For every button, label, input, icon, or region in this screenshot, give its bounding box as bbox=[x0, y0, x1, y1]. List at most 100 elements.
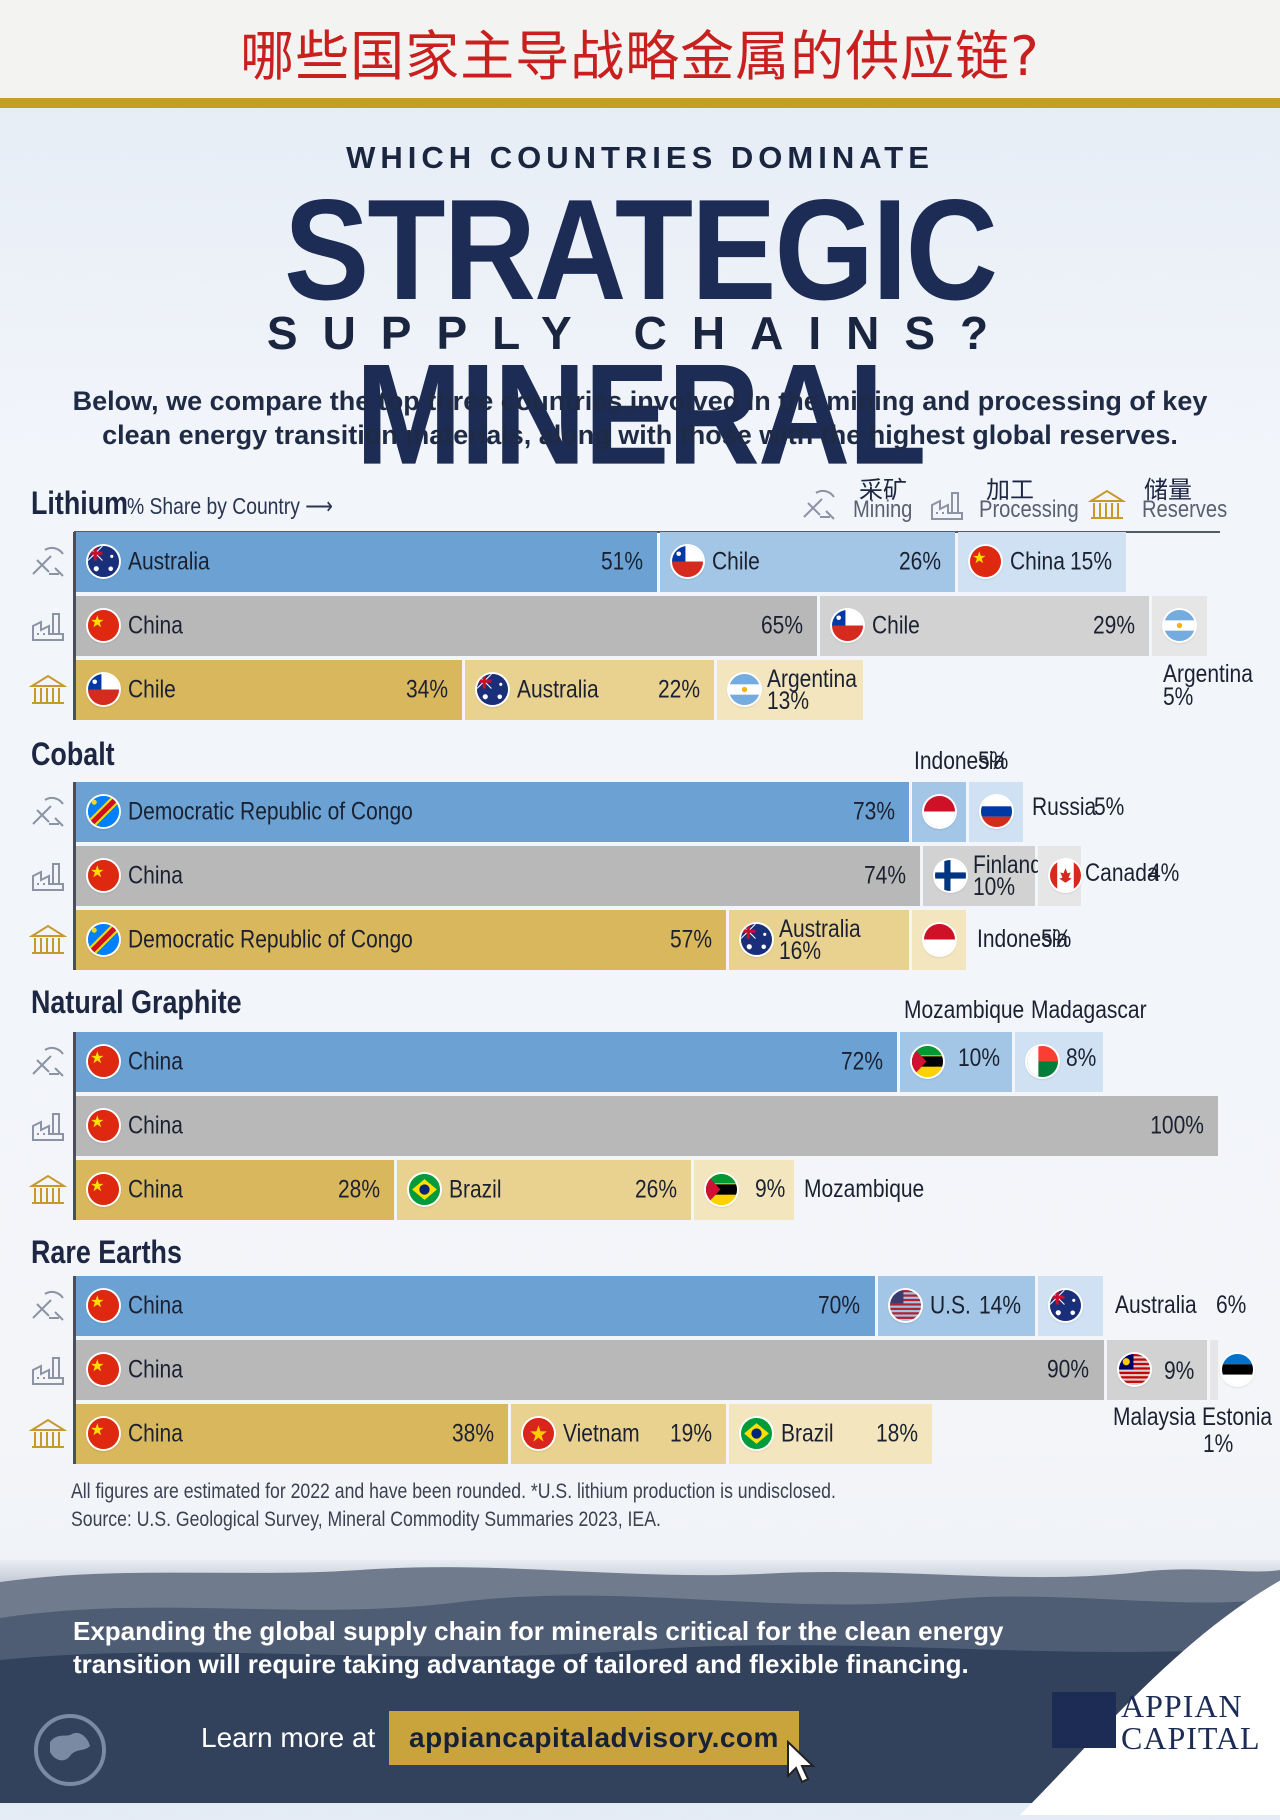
bar-value: 5% bbox=[1041, 925, 1072, 953]
bar-natural-graphite-reserves-brazil: Brazil 26% bbox=[396, 1160, 692, 1220]
bar-label-malaysia: Malaysia bbox=[1113, 1403, 1196, 1431]
bar-value: 5% bbox=[978, 747, 1009, 775]
legend-reserves-zh: 储量 bbox=[1144, 476, 1192, 504]
china-flag-icon bbox=[88, 1046, 119, 1077]
chart-axis-lithium bbox=[73, 532, 76, 720]
bar-label-china: China bbox=[1009, 547, 1065, 576]
bar-value: 72% bbox=[841, 1047, 884, 1076]
bar-value: 14% bbox=[978, 1291, 1021, 1320]
bar-label-brazil: Brazil bbox=[780, 1419, 834, 1448]
brazil-flag-icon bbox=[408, 1174, 440, 1205]
bar-label-mozambique: Mozambique bbox=[804, 1175, 925, 1203]
bar-value: 29% bbox=[1093, 611, 1136, 640]
mozambique-flag-icon bbox=[706, 1174, 738, 1205]
bar-rare-earths-processing-china: China 90% bbox=[76, 1340, 1104, 1400]
reserves-stage-icon bbox=[28, 672, 68, 708]
mineral-title-cobalt: Cobalt bbox=[31, 736, 115, 772]
bar-label-china: China bbox=[128, 1047, 183, 1076]
bar-lithium-mining-australia: Australia 51% bbox=[76, 532, 657, 592]
bar-value: 10% bbox=[958, 1044, 1001, 1072]
bar-cobalt-mining-democratic-republic-of-congo: Democratic Republic of Congo 73% bbox=[76, 782, 909, 842]
mining-stage-icon bbox=[29, 544, 67, 580]
bar-value: 15% bbox=[1070, 547, 1113, 576]
bar-label-australia: Australia bbox=[517, 675, 599, 704]
australia-flag-icon bbox=[88, 546, 119, 577]
bar-value: 9% bbox=[755, 1175, 786, 1203]
chile-flag-icon bbox=[671, 546, 703, 577]
bar-value: 70% bbox=[818, 1291, 861, 1320]
bar-label-estonia: Estonia bbox=[1202, 1403, 1273, 1431]
reserves-stage-icon bbox=[28, 1416, 68, 1452]
reserves-stage-icon bbox=[28, 1172, 68, 1208]
bar-rare-earths-processing-estonia bbox=[1209, 1340, 1218, 1400]
footnote: All figures are estimated for 2022 and h… bbox=[71, 1480, 836, 1503]
bar-label-finland: Finland bbox=[973, 851, 1043, 879]
header-kicker: WHICH COUNTRIES DOMINATE bbox=[346, 140, 934, 175]
bar-label-brazil: Brazil bbox=[448, 1175, 502, 1204]
bar-label-argentina: Argentina bbox=[767, 665, 858, 693]
legend-mining-zh: 采矿 bbox=[859, 476, 907, 504]
bar-label-democratic-republic-of-congo: Democratic Republic of Congo bbox=[128, 925, 413, 954]
processing-stage-icon bbox=[29, 608, 67, 644]
website-link-button[interactable]: appiancapitaladvisory.com bbox=[389, 1711, 799, 1765]
bar-lithium-reserves-australia: Australia 22% bbox=[465, 660, 715, 720]
bar-value: 26% bbox=[635, 1175, 678, 1204]
bar-label-australia: Australia bbox=[1115, 1291, 1197, 1319]
bar-label-china: China bbox=[128, 1291, 183, 1320]
china-flag-icon bbox=[88, 1354, 119, 1385]
bar-label-u-s: U.S. bbox=[929, 1291, 971, 1320]
appian-logo-text-2: CAPITAL bbox=[1121, 1720, 1261, 1756]
china-flag-icon bbox=[88, 1290, 119, 1321]
finland-flag-icon bbox=[935, 860, 967, 891]
processing-stage-icon bbox=[928, 487, 966, 523]
bar-value: 57% bbox=[669, 925, 712, 954]
bar-label-indonesia: Indonesia bbox=[914, 747, 1006, 775]
bar-value: 16% bbox=[778, 937, 821, 965]
appian-logo-text: APPIAN bbox=[1121, 1688, 1243, 1724]
legend-processing-label: Processing bbox=[979, 496, 1079, 523]
bar-lithium-processing-chile: Chile 29% bbox=[820, 596, 1150, 656]
gold-divider bbox=[0, 98, 1280, 108]
bar-value: 5% bbox=[1094, 793, 1125, 821]
chinese-title-bar bbox=[0, 0, 1280, 98]
mining-stage-icon bbox=[29, 1044, 67, 1080]
mining-stage-icon bbox=[29, 794, 67, 830]
bar-value: 9% bbox=[1164, 1357, 1195, 1385]
processing-stage-icon bbox=[29, 1352, 67, 1388]
russia-flag-icon bbox=[981, 796, 1013, 827]
bar-label-vietnam: Vietnam bbox=[563, 1419, 640, 1448]
bar-value: 34% bbox=[406, 675, 449, 704]
bar-label-democratic-republic-of-congo: Democratic Republic of Congo bbox=[128, 797, 413, 826]
bar-label-china: China bbox=[128, 1111, 183, 1140]
bar-label-russia: Russia bbox=[1032, 793, 1097, 821]
bar-value: 1% bbox=[1203, 1430, 1234, 1458]
bar-natural-graphite-mining-china: China 72% bbox=[76, 1032, 898, 1092]
bar-cobalt-reserves-democratic-republic-of-congo: Democratic Republic of Congo 57% bbox=[76, 910, 726, 970]
source-note: Source: U.S. Geological Survey, Mineral … bbox=[71, 1508, 661, 1531]
bar-value: 73% bbox=[852, 797, 895, 826]
appian-logo-panel bbox=[1020, 1575, 1280, 1815]
democratic-republic-of-congo-flag-icon bbox=[88, 924, 119, 955]
mineral-title-rare-earths: Rare Earths bbox=[31, 1234, 182, 1270]
bar-label-argentina: Argentina bbox=[1163, 660, 1253, 688]
canada-flag-icon bbox=[1049, 860, 1081, 891]
processing-stage-icon bbox=[29, 1108, 67, 1144]
bar-lithium-mining-chile: Chile 26% bbox=[659, 532, 955, 592]
bar-value: 90% bbox=[1047, 1355, 1090, 1384]
mineral-title-lithium: Lithium bbox=[31, 485, 129, 521]
mozambique-flag-icon bbox=[912, 1046, 944, 1077]
bar-label-australia: Australia bbox=[128, 547, 210, 576]
brazil-flag-icon bbox=[740, 1418, 772, 1449]
china-flag-icon bbox=[88, 1110, 119, 1141]
bar-value: 10% bbox=[973, 873, 1016, 901]
appian-logo-mark bbox=[1052, 1692, 1116, 1748]
bar-value: 18% bbox=[875, 1419, 918, 1448]
bar-label-australia: Australia bbox=[778, 915, 861, 943]
bar-value: 8% bbox=[1066, 1044, 1097, 1072]
header-intro: Below, we compare the top three countrie… bbox=[72, 386, 1208, 450]
bar-label-china: China bbox=[128, 1355, 183, 1384]
australia-flag-icon bbox=[1049, 1290, 1081, 1321]
bar-label-indonesia: Indonesia bbox=[977, 925, 1069, 953]
china-flag-icon bbox=[88, 860, 119, 891]
bar-value: 4% bbox=[1149, 859, 1180, 887]
